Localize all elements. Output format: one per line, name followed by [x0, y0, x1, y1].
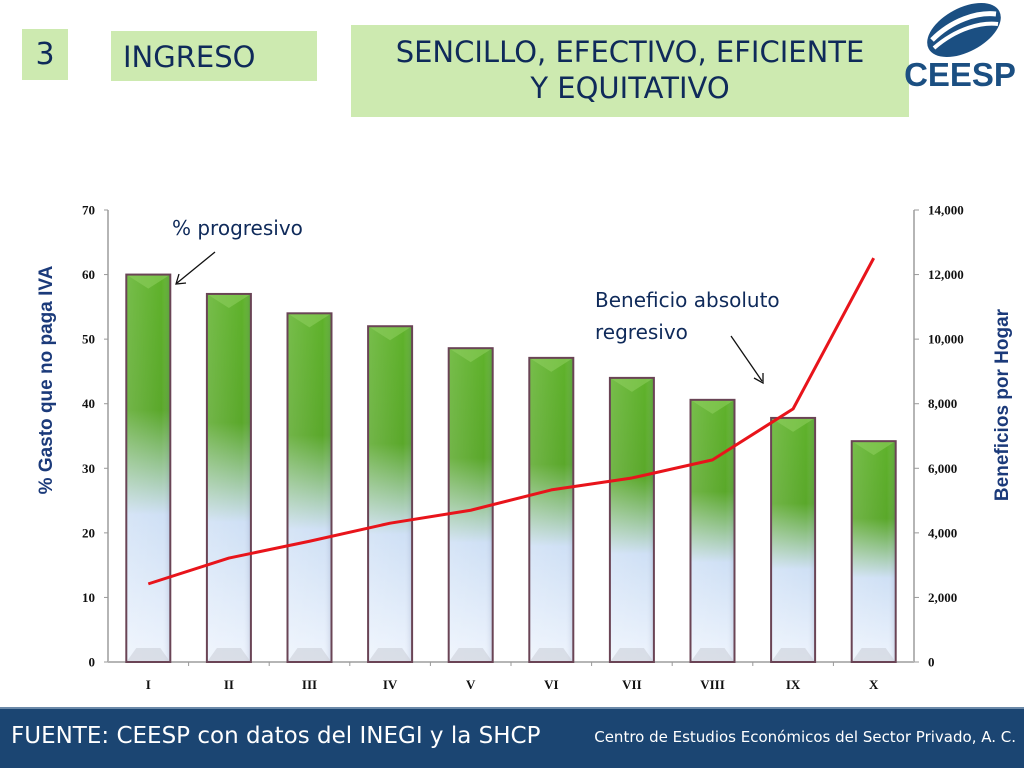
bar — [689, 398, 736, 663]
bar-bevel-top — [690, 399, 735, 414]
bar — [367, 325, 414, 663]
bar-bevel-bottom — [851, 648, 896, 662]
bar-bevel-top — [126, 274, 171, 289]
bar-bevel-top — [287, 313, 332, 328]
bar — [125, 273, 172, 663]
bar — [447, 347, 494, 663]
bar-bevel-top — [529, 357, 574, 372]
tick-labels: 0 10 20 30 40 50 60 70 0 2,000 4,000 6,000 8,000 10,0… — [82, 203, 964, 693]
bar-bevel-top — [851, 441, 896, 456]
bar — [286, 312, 333, 663]
annotation-arrow-regresivo — [730, 335, 764, 385]
x-tick-label: X — [869, 677, 879, 692]
bar-outline — [205, 292, 252, 663]
y2-tick-label: 14,000 — [928, 203, 964, 218]
bar-shade — [126, 274, 171, 662]
bar-shade — [206, 293, 251, 662]
y2-tick-label: 12,000 — [928, 267, 964, 282]
y2-tick-label: 10,000 — [928, 332, 964, 347]
bar-outline — [367, 325, 414, 663]
footer-source: FUENTE: CEESP con datos del INEGI y la S… — [11, 723, 541, 749]
section-title: INGRESO — [111, 31, 317, 81]
bar-shade — [771, 417, 816, 662]
bar — [528, 356, 575, 663]
x-tick-label: VII — [622, 677, 642, 692]
x-tick-label: VI — [544, 677, 558, 692]
bar-bevel-bottom — [368, 648, 413, 662]
y-tick-label: 40 — [82, 396, 95, 411]
annotation-beneficio-line2: regresivo — [595, 320, 688, 344]
bar — [205, 292, 252, 663]
y-tick-label: 10 — [82, 590, 95, 605]
y-axis-title: % Gasto que no paga IVA — [36, 265, 57, 494]
bar-shade — [368, 326, 413, 662]
line-path — [147, 257, 876, 586]
headline: SENCILLO, EFECTIVO, EFICIENTE Y EQUITATI… — [351, 25, 909, 117]
bar-bevel-bottom — [448, 648, 493, 662]
bars — [125, 273, 897, 664]
bar-shade — [851, 441, 896, 662]
bar-bevel-top — [368, 326, 413, 341]
bar-shade — [690, 399, 735, 662]
y2-axis-title: Beneficios por Hogar — [992, 308, 1013, 501]
bar-outline — [608, 376, 655, 663]
logo-swirl-icon — [927, 2, 1001, 58]
x-tick-label: IX — [786, 677, 801, 692]
y2-tick-label: 4,000 — [928, 525, 957, 540]
slide-number-badge: 3 — [22, 29, 68, 80]
footer-organization: Centro de Estudios Económicos del Sector… — [594, 728, 1016, 746]
bar — [850, 440, 897, 663]
bar-outline — [850, 440, 897, 663]
bar-outline — [286, 312, 333, 663]
x-tick-label: III — [302, 677, 317, 692]
x-tick-label: IV — [383, 677, 398, 692]
bar-shade — [529, 357, 574, 662]
bar — [770, 416, 817, 664]
y2-tick-label: 2,000 — [928, 590, 957, 605]
x-tick-label: II — [224, 677, 234, 692]
x-tick-label: V — [466, 677, 476, 692]
bar-outline — [689, 398, 736, 663]
y-tick-label: 60 — [82, 267, 95, 282]
bar-bevel-bottom — [609, 648, 654, 662]
y2-tick-label: 0 — [928, 655, 935, 670]
y2-tick-label: 6,000 — [928, 461, 957, 476]
x-tick-label: I — [146, 677, 151, 692]
bar-line-chart: 0 10 20 30 40 50 60 70 0 2,000 4,000 6,000 8,000 10,0… — [36, 203, 1013, 693]
bar-outline — [125, 273, 172, 663]
annotation-arrow-progresivo — [175, 251, 216, 285]
y-tick-label: 50 — [82, 332, 95, 347]
bar-shade — [287, 313, 332, 662]
bar-bevel-bottom — [690, 648, 735, 662]
ceesp-logo: CEESP — [904, 2, 1016, 93]
y-tick-label: 70 — [82, 203, 95, 218]
bar-bevel-top — [609, 377, 654, 392]
bar-outline — [770, 416, 817, 664]
bar-bevel-bottom — [529, 648, 574, 662]
line-series — [147, 257, 876, 586]
bar-bevel-top — [448, 348, 493, 363]
bar-bevel-bottom — [771, 648, 816, 662]
bar-outline — [528, 356, 575, 663]
bar-bevel-top — [206, 293, 251, 308]
bar-bevel-bottom — [126, 648, 171, 662]
bar — [608, 376, 655, 663]
annotation-beneficio-line1: Beneficio absoluto — [595, 288, 780, 312]
footer: FUENTE: CEESP con datos del INEGI y la S… — [0, 707, 1024, 768]
y-tick-label: 0 — [89, 655, 96, 670]
y-tick-label: 30 — [82, 461, 95, 476]
y2-tick-label: 8,000 — [928, 396, 957, 411]
headline-line-2: Y EQUITATIVO — [530, 71, 730, 105]
headline-line-1: SENCILLO, EFECTIVO, EFICIENTE — [395, 35, 865, 69]
x-tick-label: VIII — [700, 677, 725, 692]
annotation-progresivo: % progresivo — [172, 216, 303, 240]
bar-shade — [609, 377, 654, 662]
logo-text: CEESP — [904, 56, 1016, 93]
y-tick-label: 20 — [82, 525, 95, 540]
bar-bevel-bottom — [287, 648, 332, 662]
bar-bevel-top — [771, 417, 816, 432]
bar-bevel-bottom — [206, 648, 251, 662]
